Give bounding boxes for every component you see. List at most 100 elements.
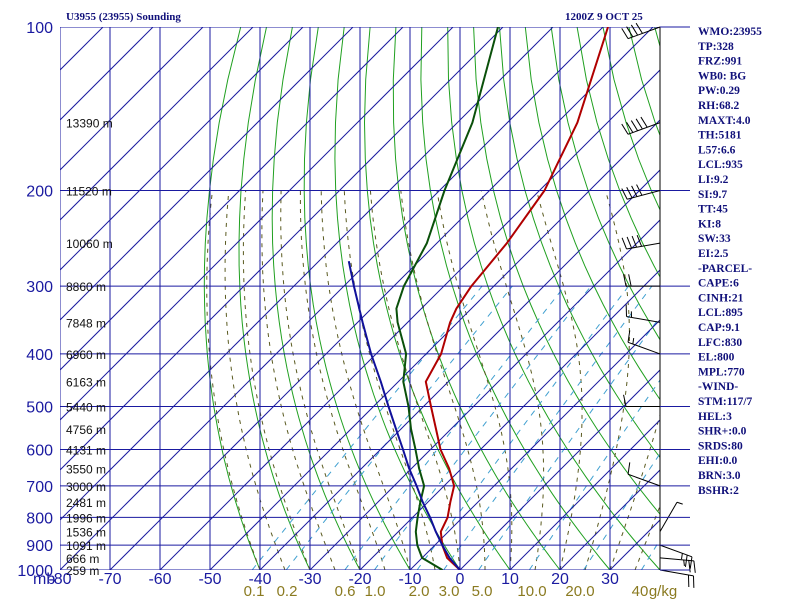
wind-barb — [623, 274, 660, 287]
dry-adiabat — [447, 27, 660, 570]
temperature-tick-labels: mb-80 -70 -60 -50 -40 -30 -20 -10 0 10 20 30 — [33, 571, 619, 588]
index-24: -WIND- — [698, 381, 738, 393]
wind-barb-staff — [627, 26, 661, 40]
mixing-ratio-tick: 0.1 — [244, 583, 265, 600]
isotherm — [60, 27, 404, 371]
index-23: MPL:770 — [698, 366, 745, 378]
temp-tick: 30 — [601, 571, 619, 588]
isotherm — [109, 27, 654, 570]
index-4: PW:0.29 — [698, 85, 740, 97]
index-29: EHI:0.0 — [698, 455, 738, 467]
isotherm — [259, 169, 660, 570]
wind-barb-staff — [626, 316, 661, 323]
wind-barb-halfflag — [632, 338, 635, 345]
wind-barb-flag — [621, 237, 627, 250]
temp-tick: 0 — [456, 571, 465, 588]
wind-barb-flag — [626, 26, 634, 38]
height-label: 6163 m — [66, 376, 106, 390]
isotherm — [459, 369, 660, 570]
index-10: LI:9.2 — [698, 174, 729, 186]
index-31: BSHR:2 — [698, 485, 739, 497]
mixing-ratio-tick: 0.6 — [335, 583, 356, 600]
mixing-ratio-tick: 2.0 — [409, 583, 430, 600]
wind-barb — [621, 184, 661, 200]
index-20: CAP:9.1 — [698, 322, 740, 334]
wind-barb — [621, 234, 661, 250]
isotherm — [159, 69, 660, 570]
index-21: LFC:830 — [698, 337, 742, 349]
index-6: MAXT:4.0 — [698, 115, 751, 127]
height-label: 1091 m — [66, 539, 106, 553]
dry-adiabat — [576, 27, 660, 278]
mixing-ratio-line — [478, 315, 660, 570]
wind-barb-flag — [621, 28, 629, 39]
moist-adiabat — [206, 190, 261, 570]
mixing-ratio-tick: 5.0 — [472, 583, 493, 600]
wind-barb-flag — [630, 24, 639, 36]
dry-adiabat — [271, 27, 361, 570]
isotherm — [60, 27, 604, 570]
index-16: -PARCEL- — [698, 263, 752, 275]
wind-barb-flag — [621, 123, 629, 135]
pressure-unit-label: mb — [33, 571, 55, 588]
wind-barb — [621, 22, 661, 40]
moist-adiabat — [480, 190, 545, 570]
wind-barb-flag — [688, 560, 691, 573]
pressure-tick-500: 500 — [26, 400, 53, 417]
dry-adiabat — [420, 27, 611, 570]
dry-adiabat — [524, 27, 660, 401]
index-3: WB0: BG — [698, 70, 746, 82]
isotherm — [359, 269, 660, 570]
wind-barb-flag — [684, 554, 688, 567]
height-labels: 13390 m 11520 m 10060 m 8860 m 7848 m 6960 m 6… — [66, 117, 113, 578]
height-label: 6960 m — [66, 348, 106, 362]
height-label: 11520 m — [66, 184, 112, 198]
index-7: TH:5181 — [698, 130, 742, 142]
wind-barb-flag — [627, 462, 631, 475]
temp-tick: -70 — [98, 571, 121, 588]
wind-barb-staff — [659, 557, 694, 562]
height-label: 1996 m — [66, 511, 106, 525]
index-5: RH:68.2 — [698, 100, 739, 112]
wind-barb-flag — [689, 556, 693, 569]
temp-tick: -30 — [298, 571, 321, 588]
height-label: 666 m — [66, 552, 99, 566]
height-label: 4756 m — [66, 423, 106, 437]
height-label: 259 m — [66, 564, 99, 578]
index-19: LCL:895 — [698, 307, 743, 319]
wind-barb-flag — [627, 330, 631, 343]
wind-barb-staff — [627, 341, 661, 355]
dry-adiabat — [238, 27, 311, 570]
temp-tick: -10 — [398, 571, 421, 588]
index-30: BRN:3.0 — [698, 470, 741, 482]
mixing-ratio-line — [583, 452, 660, 570]
height-label: 2481 m — [66, 496, 106, 510]
wind-barb-halfflag — [683, 559, 685, 566]
wind-barb-flag — [623, 274, 627, 287]
isotherm — [60, 27, 204, 171]
dry-adiabat — [550, 27, 660, 341]
mixing-ratio-line — [344, 285, 565, 570]
moist-adiabat — [320, 190, 411, 570]
mixing-ratio-line — [251, 285, 483, 570]
dry-adiabat — [758, 27, 800, 570]
dry-adiabat — [203, 27, 261, 570]
wind-barb-staff — [627, 189, 661, 200]
pressure-tick-900: 900 — [26, 538, 53, 555]
wind-barbs — [621, 22, 696, 588]
moist-adiabat — [299, 190, 386, 570]
wind-barb-staff — [659, 544, 693, 558]
index-14: SW:33 — [698, 233, 731, 245]
index-11: SI:9.7 — [698, 189, 727, 201]
wind-barb-flag — [636, 184, 643, 196]
index-2: FRZ:991 — [698, 56, 742, 68]
index-1: TP:328 — [698, 41, 734, 53]
isotherm — [509, 419, 660, 570]
wind-barb-flag — [631, 185, 638, 197]
index-12: TT:45 — [698, 204, 728, 216]
wind-barb-halfflag — [676, 501, 683, 505]
height-label: 8860 m — [66, 280, 106, 294]
temp-tick: -50 — [198, 571, 221, 588]
chart-time: 1200Z 9 OCT 25 — [565, 11, 643, 23]
